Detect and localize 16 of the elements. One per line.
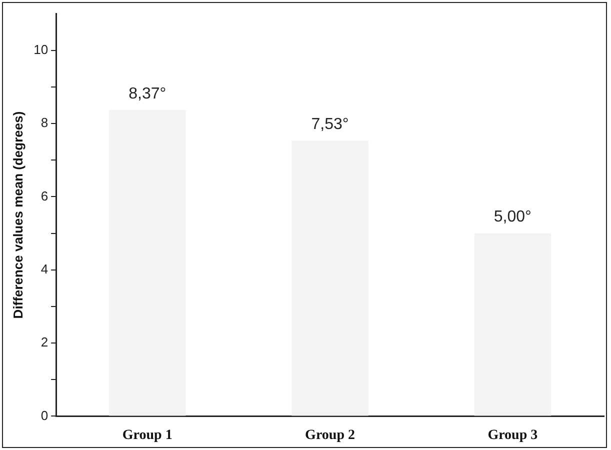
bar — [474, 233, 552, 416]
x-tick-label: Group 3 — [488, 428, 538, 444]
y-tick-label: 6 — [40, 188, 48, 204]
y-tick-label: 0 — [40, 408, 48, 423]
data-label: 8,37° — [128, 85, 166, 102]
y-tick-label: 2 — [40, 334, 48, 350]
data-label: 7,53° — [311, 116, 349, 134]
data-label: 5,00° — [494, 208, 532, 226]
x-tick-label: Group 1 — [122, 428, 172, 444]
bar — [292, 140, 368, 416]
y-tick-label: 4 — [40, 261, 48, 276]
y-axis-title: Difference values mean (degrees) — [10, 111, 26, 319]
y-tick-label: 8 — [40, 115, 48, 130]
y-tick-label: 10 — [34, 42, 48, 57]
x-tick-label: Group 2 — [305, 428, 355, 444]
bar — [109, 110, 186, 416]
